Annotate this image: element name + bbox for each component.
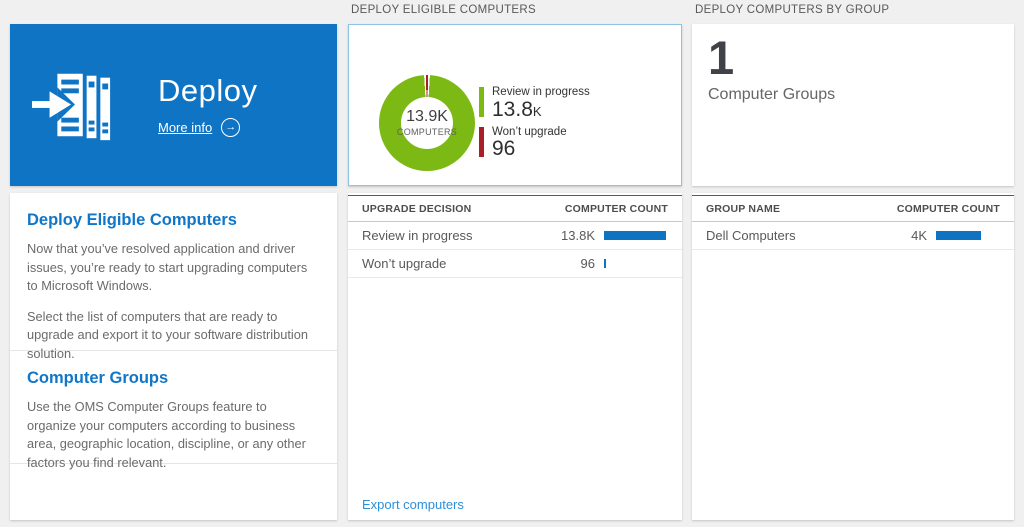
- computer-groups-summary-card[interactable]: 1 Computer Groups: [692, 24, 1014, 186]
- middle-column-header: DEPLOY ELIGIBLE COMPUTERS: [351, 4, 536, 16]
- deploy-computers-by-group-column: DEPLOY COMPUTERS BY GROUP 1 Computer Gro…: [692, 0, 1014, 527]
- section-deploy-eligible-computers: Deploy Eligible Computers Now that you’v…: [10, 193, 337, 361]
- left-column-header: [10, 0, 337, 24]
- bar-track: [604, 259, 668, 268]
- upgrade-decision-table-panel: UPGRADE DECISION COMPUTER COUNT Review i…: [348, 193, 682, 520]
- section-paragraph: Select the list of computers that are re…: [27, 308, 308, 361]
- table-row-dell-computers[interactable]: Dell Computers 4K: [692, 221, 1014, 250]
- row-value: 96: [580, 256, 595, 271]
- more-info-arrow-icon[interactable]: →: [221, 118, 241, 137]
- table-row-review-in-progress[interactable]: Review in progress 13.8K: [348, 221, 682, 250]
- legend-swatch-red: [479, 126, 484, 157]
- row-label: Won’t upgrade: [348, 249, 515, 278]
- legend-swatch-green: [479, 87, 484, 117]
- column-header-computer-count: COMPUTER COUNT: [853, 195, 1014, 222]
- eligible-computers-chart-card[interactable]: 13.9K COMPUTERS Review in progress 13.8K…: [348, 24, 682, 186]
- tile-title: Deploy: [158, 73, 258, 108]
- row-label: Review in progress: [348, 221, 515, 250]
- export-computers-link[interactable]: Export computers: [362, 497, 464, 512]
- count-bar: [604, 231, 667, 240]
- bar-track: [604, 231, 668, 240]
- group-count-value: 1: [708, 31, 735, 84]
- donut-center-value: 13.9K: [406, 108, 448, 125]
- donut-center-label: COMPUTERS: [396, 127, 458, 137]
- section-paragraph: Use the OMS Computer Groups feature to o…: [27, 399, 306, 470]
- legend-entry-review-in-progress[interactable]: Review in progress 13.8K: [479, 85, 590, 121]
- bar-track: [936, 231, 1000, 240]
- deploy-overview-column: Deploy More info → Deploy Eligible Compu…: [10, 0, 337, 527]
- more-info-link[interactable]: More info: [158, 120, 213, 135]
- legend-label: Won’t upgrade: [492, 125, 567, 138]
- legend-value-suffix: K: [532, 103, 542, 119]
- computer-groups-table: GROUP NAME COMPUTER COUNT Dell Computers…: [692, 195, 1014, 250]
- donut-chart[interactable]: 13.9K COMPUTERS: [379, 75, 475, 171]
- section-computer-groups: Computer Groups Use the OMS Computer Gro…: [10, 350, 337, 470]
- legend-value: 96: [492, 137, 516, 161]
- section-heading: Computer Groups: [27, 369, 169, 387]
- legend-value: 13.8: [492, 97, 533, 121]
- section-empty: [10, 463, 337, 520]
- group-table-panel: GROUP NAME COMPUTER COUNT Dell Computers…: [692, 193, 1014, 520]
- upgrade-decision-table: UPGRADE DECISION COMPUTER COUNT Review i…: [348, 195, 682, 278]
- table-row-wont-upgrade[interactable]: Won’t upgrade 96: [348, 249, 682, 278]
- deploy-books-arrow-icon: [32, 73, 111, 141]
- count-bar: [604, 259, 606, 268]
- deploy-tile[interactable]: Deploy More info →: [10, 24, 337, 186]
- deploy-info-panel: Deploy Eligible Computers Now that you’v…: [10, 193, 337, 520]
- right-column-header: DEPLOY COMPUTERS BY GROUP: [695, 4, 890, 16]
- row-value: 13.8K: [561, 228, 595, 243]
- column-header-upgrade-decision: UPGRADE DECISION: [348, 195, 515, 222]
- deploy-tile-text: Deploy More info →: [158, 73, 258, 137]
- legend-entry-wont-upgrade[interactable]: Won’t upgrade 96: [479, 125, 590, 161]
- deploy-eligible-computers-column: DEPLOY ELIGIBLE COMPUTERS 13.9K COMPUTER…: [348, 0, 682, 527]
- group-count-label: Computer Groups: [708, 85, 836, 103]
- count-bar: [936, 231, 981, 240]
- column-header-computer-count: COMPUTER COUNT: [515, 195, 682, 222]
- donut-legend: Review in progress 13.8K Won’t upgrade 9…: [479, 85, 590, 164]
- column-header-group-name: GROUP NAME: [692, 195, 853, 222]
- section-paragraph: Now that you’ve resolved application and…: [27, 241, 308, 294]
- section-heading: Deploy Eligible Computers: [27, 211, 237, 229]
- row-label: Dell Computers: [692, 221, 853, 250]
- legend-label: Review in progress: [492, 86, 590, 98]
- donut-center: 13.9K COMPUTERS: [397, 97, 457, 149]
- row-value: 4K: [911, 228, 927, 243]
